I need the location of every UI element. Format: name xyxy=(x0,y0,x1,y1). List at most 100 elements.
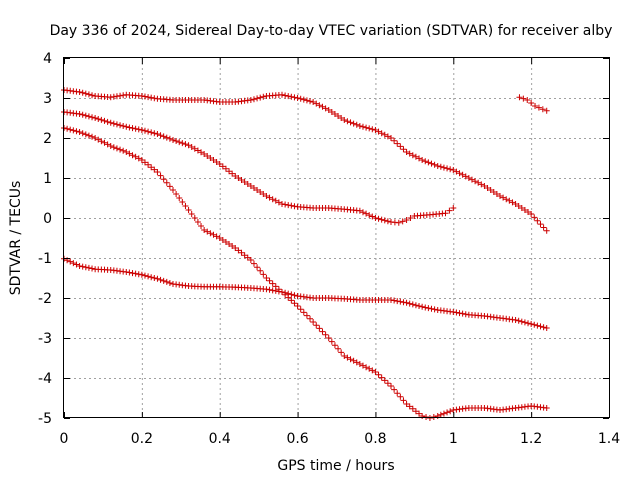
data-point xyxy=(229,243,236,249)
data-point xyxy=(141,127,148,134)
data-point xyxy=(250,185,257,191)
data-point xyxy=(490,189,497,195)
data-point xyxy=(101,139,108,146)
data-point xyxy=(409,405,416,412)
data-point xyxy=(462,311,469,318)
data-point xyxy=(272,287,279,294)
data-point xyxy=(157,132,164,139)
data-point xyxy=(388,135,394,141)
data-point xyxy=(366,212,373,219)
data-point xyxy=(279,91,285,98)
data-point xyxy=(447,166,454,173)
data-point xyxy=(397,298,404,305)
data-point xyxy=(450,309,457,315)
data-point xyxy=(129,125,136,132)
data-point xyxy=(288,291,295,298)
data-point xyxy=(166,279,173,286)
data-point xyxy=(241,252,248,259)
data-point xyxy=(375,371,382,378)
data-point xyxy=(521,319,528,326)
data-point xyxy=(403,149,410,155)
data-point xyxy=(244,254,251,261)
data-point xyxy=(151,130,158,137)
data-point xyxy=(288,202,295,209)
data-point xyxy=(331,342,338,349)
data-point xyxy=(294,303,301,309)
data-point xyxy=(282,289,289,296)
data-point xyxy=(341,117,348,123)
data-point xyxy=(247,97,254,103)
y-tick-label: 0 xyxy=(43,211,52,227)
data-point xyxy=(67,258,74,265)
data-point xyxy=(359,209,366,216)
data-point xyxy=(407,215,414,221)
data-point xyxy=(120,123,127,129)
data-point xyxy=(453,168,460,175)
data-point xyxy=(194,147,201,154)
data-point xyxy=(89,114,96,121)
data-point xyxy=(272,197,279,204)
data-point xyxy=(73,261,80,268)
data-point xyxy=(397,393,404,400)
data-point xyxy=(356,123,363,129)
data-point xyxy=(512,317,519,323)
data-point xyxy=(82,112,89,119)
data-point xyxy=(397,143,404,150)
data-point xyxy=(425,305,432,312)
data-point xyxy=(313,322,320,329)
data-point xyxy=(163,179,170,186)
data-point xyxy=(297,95,304,102)
data-point xyxy=(166,183,173,190)
data-point xyxy=(331,111,338,117)
data-point xyxy=(141,272,148,279)
plot-frame xyxy=(63,57,610,418)
data-point xyxy=(416,410,423,417)
x-tick-label: 0 xyxy=(60,431,69,447)
data-point xyxy=(372,127,379,133)
data-point xyxy=(384,380,391,387)
data-point xyxy=(434,163,441,169)
data-point xyxy=(447,408,454,415)
data-point xyxy=(82,131,89,138)
data-point xyxy=(528,100,535,106)
data-point xyxy=(307,98,314,105)
data-point xyxy=(269,287,276,294)
data-point xyxy=(170,187,176,193)
data-point xyxy=(244,181,251,187)
data-point xyxy=(288,93,295,100)
data-point xyxy=(391,297,398,304)
data-point xyxy=(400,146,407,153)
data-point xyxy=(222,239,229,245)
data-point xyxy=(400,299,407,306)
data-point xyxy=(425,159,432,166)
y-tick-label: -5 xyxy=(38,411,52,427)
data-point xyxy=(285,290,292,297)
data-point xyxy=(363,364,370,371)
data-point xyxy=(472,178,479,185)
data-point xyxy=(319,328,326,335)
data-point xyxy=(219,237,226,243)
data-point xyxy=(294,95,301,101)
data-point xyxy=(419,157,426,163)
data-point xyxy=(285,202,292,209)
data-point xyxy=(515,203,522,209)
data-point xyxy=(356,207,363,214)
data-point xyxy=(375,128,382,135)
data-point xyxy=(92,115,99,121)
data-point xyxy=(198,149,205,156)
data-point xyxy=(222,165,229,172)
data-point xyxy=(359,362,366,369)
data-point xyxy=(141,93,148,100)
data-point xyxy=(475,179,482,186)
data-point xyxy=(113,121,120,128)
data-point xyxy=(151,95,158,102)
data-point xyxy=(369,367,376,374)
data-point xyxy=(179,140,186,147)
data-point xyxy=(263,286,270,293)
data-point xyxy=(310,99,317,105)
y-tick-label: 3 xyxy=(43,91,52,107)
data-point xyxy=(543,325,550,331)
data-point xyxy=(394,140,401,147)
data-point xyxy=(279,289,285,295)
data-point xyxy=(381,217,388,224)
